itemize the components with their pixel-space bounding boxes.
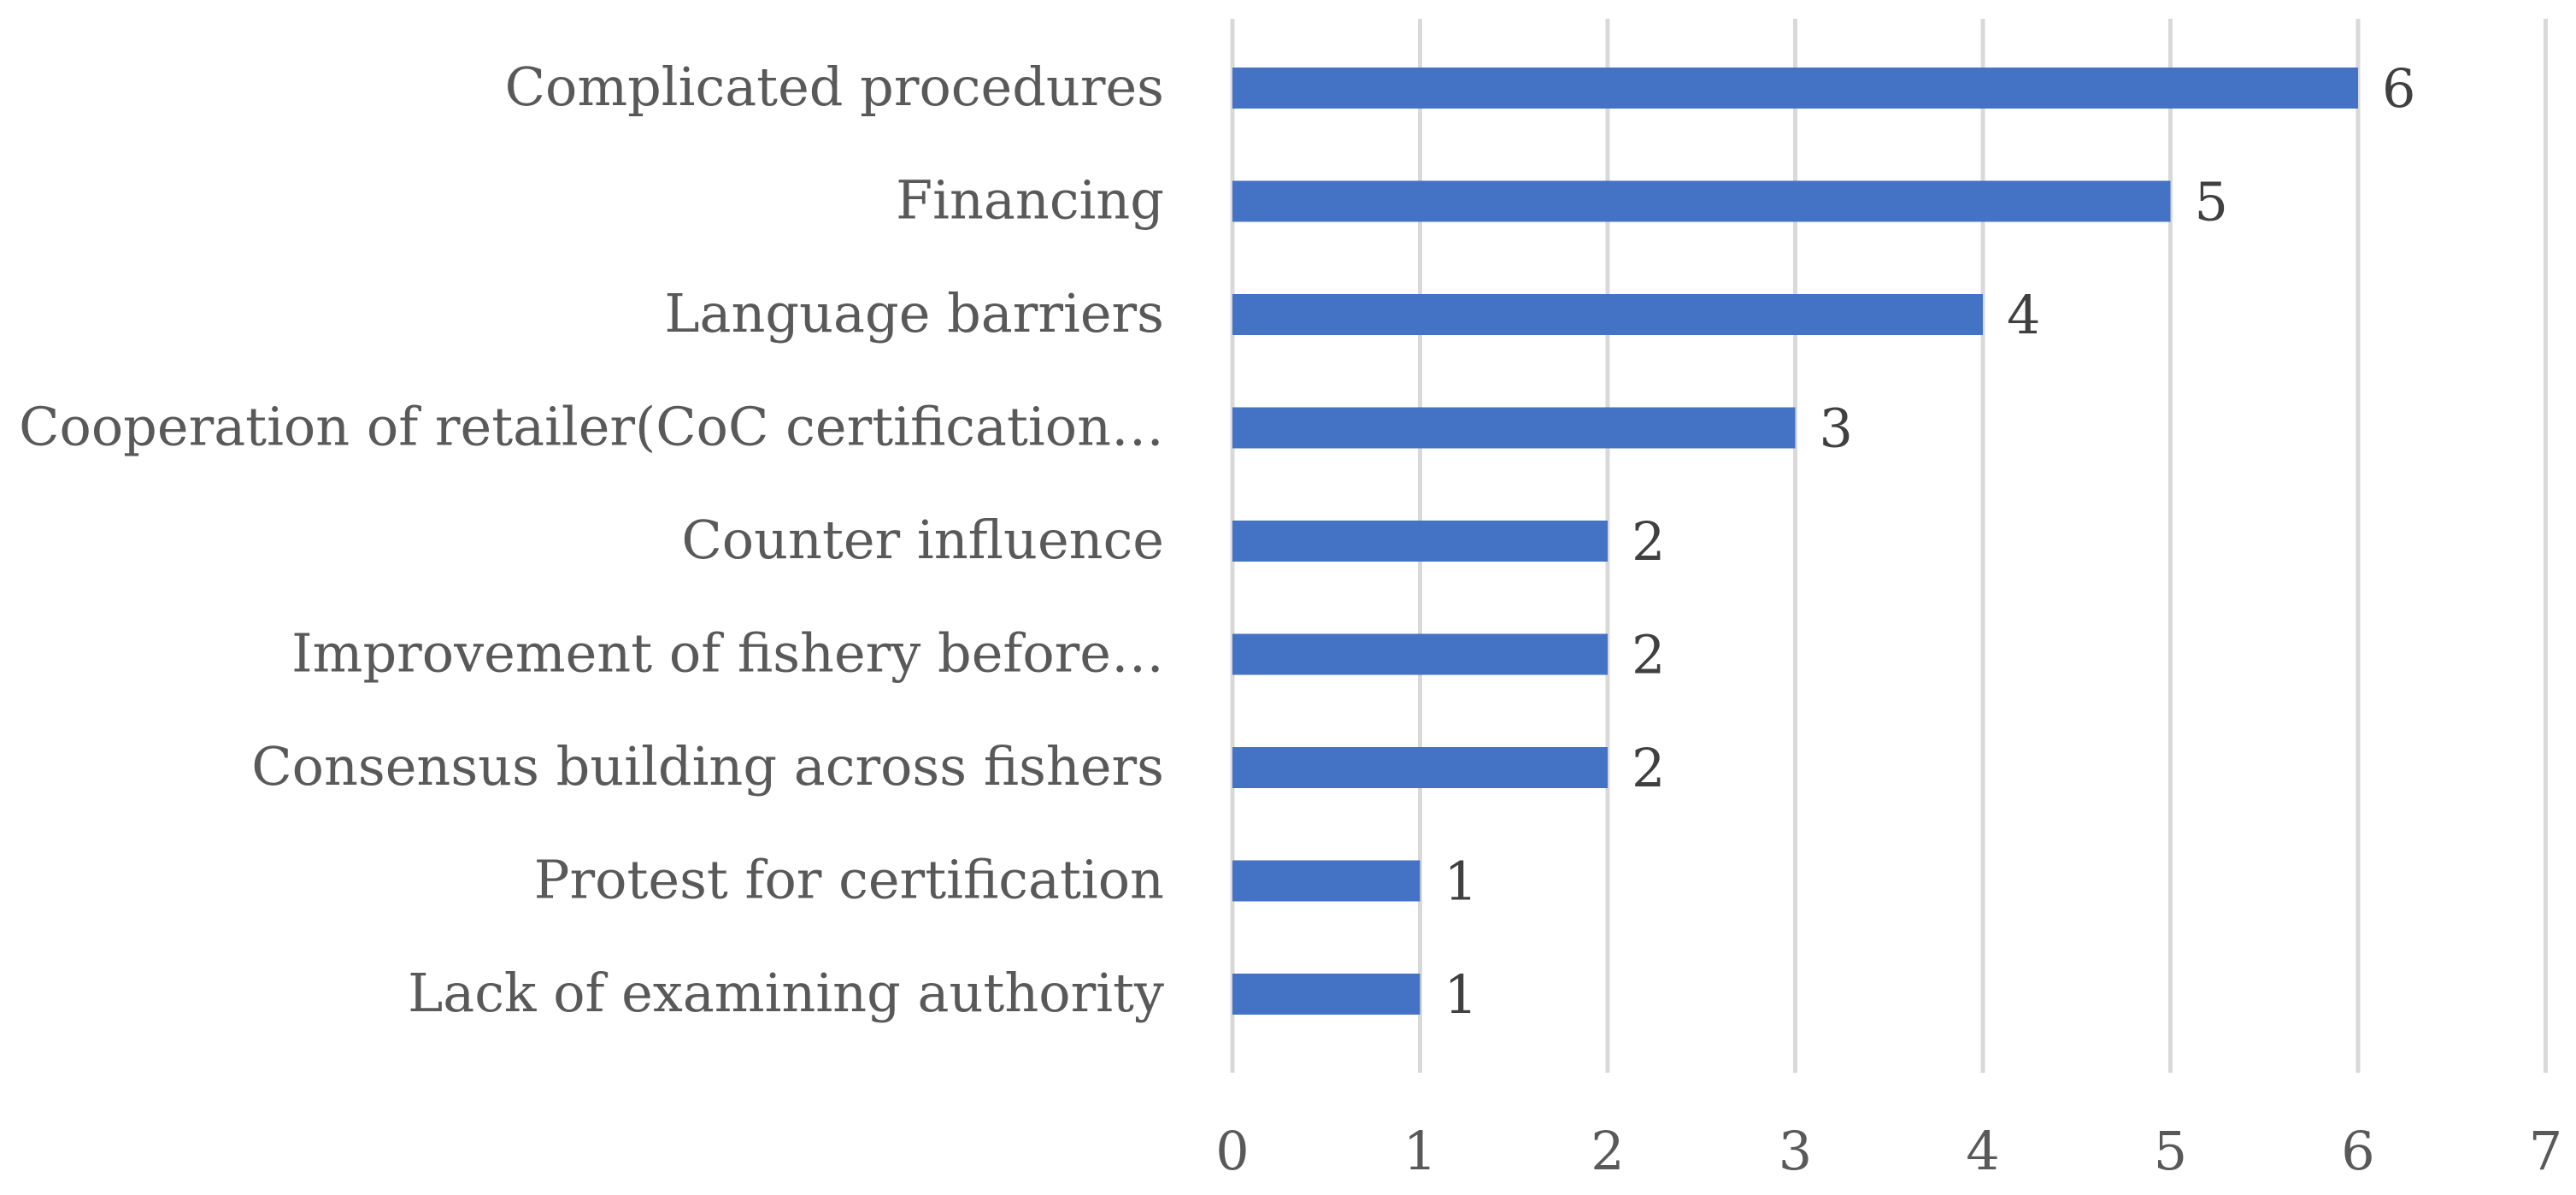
x-tick-label-0: 0 bbox=[1215, 1120, 1249, 1182]
data-label-6: 2 bbox=[1632, 624, 1665, 686]
bar-7 bbox=[1232, 747, 1608, 788]
x-tick-label-5: 5 bbox=[2154, 1120, 2187, 1182]
bar-5 bbox=[1232, 521, 1608, 562]
x-axis-tick-labels: 0 1 2 3 4 5 6 7 bbox=[1215, 1120, 2562, 1182]
data-label-7: 2 bbox=[1632, 737, 1665, 799]
bar-4 bbox=[1232, 407, 1796, 449]
bar-1 bbox=[1232, 68, 2358, 109]
category-label-9: Lack of examining authority bbox=[408, 962, 1164, 1024]
bar-3 bbox=[1232, 294, 1983, 335]
bar-6 bbox=[1232, 633, 1608, 675]
data-label-3: 4 bbox=[2007, 284, 2040, 346]
data-label-1: 6 bbox=[2382, 57, 2415, 120]
category-label-1: Complicated procedures bbox=[505, 56, 1164, 118]
category-label-7: Consensus building across fishers bbox=[251, 735, 1164, 798]
category-label-5: Counter influence bbox=[681, 509, 1164, 571]
x-tick-label-3: 3 bbox=[1779, 1120, 1812, 1182]
data-label-9: 1 bbox=[1444, 963, 1478, 1026]
x-tick-label-7: 7 bbox=[2529, 1120, 2562, 1182]
category-label-3: Language barriers bbox=[664, 282, 1164, 344]
category-labels: Complicated procedures Financing Language … bbox=[19, 56, 1164, 1024]
category-label-8: Protest for certification bbox=[534, 849, 1164, 911]
data-label-8: 1 bbox=[1444, 851, 1478, 913]
x-tick-label-2: 2 bbox=[1591, 1120, 1624, 1182]
data-label-5: 2 bbox=[1632, 510, 1665, 573]
data-label-4: 3 bbox=[1820, 397, 1853, 460]
bar-2 bbox=[1232, 180, 2171, 222]
x-tick-label-1: 1 bbox=[1403, 1120, 1437, 1182]
bars bbox=[1232, 68, 2358, 1015]
category-label-4: Cooperation of retailer(CoC certificatio… bbox=[19, 396, 1164, 458]
bar-9 bbox=[1232, 974, 1420, 1015]
x-tick-label-4: 4 bbox=[1966, 1120, 1999, 1182]
x-tick-label-6: 6 bbox=[2341, 1120, 2374, 1182]
bar-8 bbox=[1232, 860, 1420, 902]
category-label-6: Improvement of fishery before… bbox=[291, 622, 1164, 685]
data-label-2: 5 bbox=[2195, 171, 2228, 233]
data-labels: 6 5 4 3 2 2 2 1 1 bbox=[1444, 57, 2416, 1026]
category-label-2: Financing bbox=[896, 169, 1164, 232]
